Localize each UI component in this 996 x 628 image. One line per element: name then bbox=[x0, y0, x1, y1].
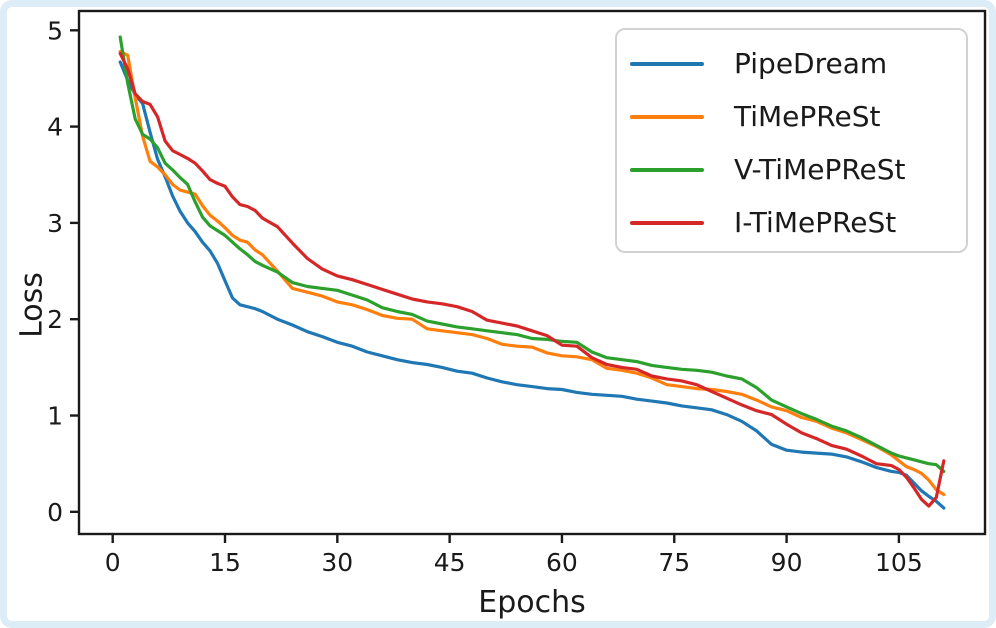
y-tick-label: 2 bbox=[47, 305, 63, 334]
y-tick-label: 1 bbox=[47, 402, 63, 431]
x-tick-label: 30 bbox=[321, 548, 353, 577]
x-tick-label: 60 bbox=[546, 548, 578, 577]
y-tick-label: 3 bbox=[47, 209, 63, 238]
legend-item-pipedream: PipeDream bbox=[630, 37, 966, 90]
legend-line-swatch bbox=[630, 167, 704, 172]
plot-area-border bbox=[77, 9, 987, 536]
series-line-timeprest bbox=[118, 49, 946, 497]
x-tick-label: 90 bbox=[771, 548, 803, 577]
x-tick-label: 75 bbox=[658, 548, 690, 577]
x-tick-label: 105 bbox=[875, 548, 923, 577]
legend-line-swatch bbox=[630, 114, 704, 119]
legend-line-swatch bbox=[630, 220, 704, 225]
legend-label: V-TiMePReSt bbox=[734, 152, 906, 186]
legend-item-timeprest: TiMePReSt bbox=[630, 90, 966, 143]
y-tick-label: 0 bbox=[47, 498, 63, 527]
legend-item-i-timeprest: I-TiMePReSt bbox=[630, 196, 966, 249]
legend-item-v-timeprest: V-TiMePReSt bbox=[630, 143, 966, 196]
legend-line-swatch bbox=[630, 61, 704, 66]
y-tick-label: 5 bbox=[47, 16, 63, 45]
y-axis-label: Loss bbox=[14, 272, 50, 338]
series-line-pipedream bbox=[118, 60, 946, 510]
legend-label: PipeDream bbox=[734, 46, 888, 80]
y-tick-label: 4 bbox=[47, 113, 63, 142]
series-line-v-timeprest bbox=[118, 35, 946, 473]
legend-label: I-TiMePReSt bbox=[734, 205, 897, 239]
x-tick-label: 15 bbox=[209, 548, 241, 577]
series-line-i-timeprest bbox=[118, 51, 946, 508]
x-tick-label: 0 bbox=[105, 548, 121, 577]
legend-label: TiMePReSt bbox=[734, 99, 881, 133]
legend: PipeDream TiMePReSt V-TiMePReSt I-TiMePReSt bbox=[615, 28, 968, 253]
x-tick-label: 45 bbox=[434, 548, 466, 577]
x-axis-label: Epochs bbox=[478, 585, 586, 620]
